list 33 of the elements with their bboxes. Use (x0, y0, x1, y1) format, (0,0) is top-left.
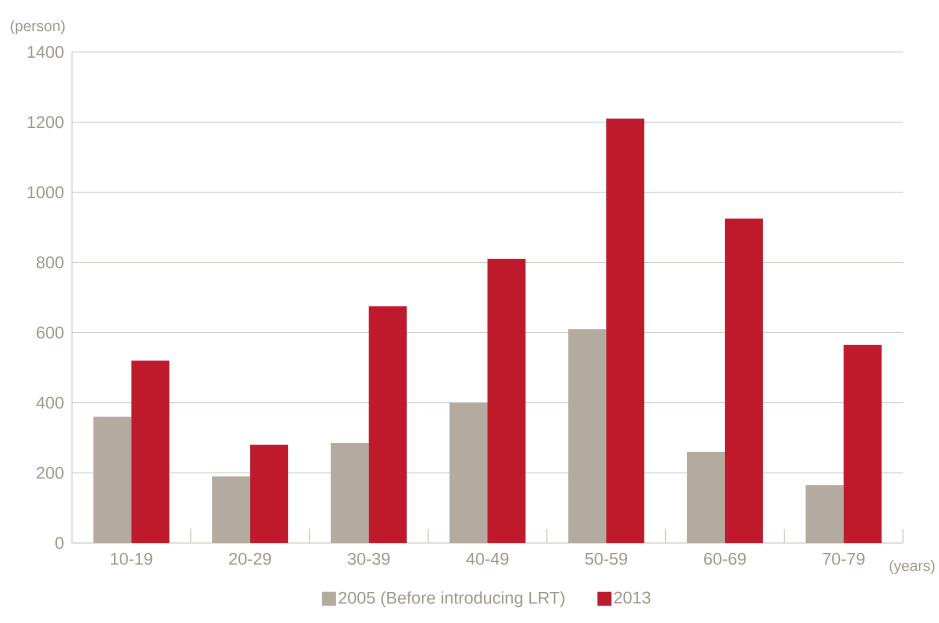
y-tick-label: 1000 (28, 186, 64, 198)
y-tick-label: 1400 (28, 46, 64, 58)
x-tick-label: 50-59 (585, 552, 628, 565)
bar (212, 476, 250, 543)
y-tick-label: 600 (36, 326, 64, 339)
bar (450, 402, 488, 543)
bar (844, 344, 882, 543)
bar (250, 444, 288, 543)
y-tick-label: 1200 (28, 116, 64, 128)
bar (606, 118, 644, 543)
x-tick-label: 20-29 (229, 552, 271, 565)
x-axis-title: (years) (890, 560, 934, 574)
x-tick-label: 10-19 (110, 552, 152, 565)
y-tick-label: 0 (55, 537, 64, 549)
x-tick-label: 70-79 (822, 552, 865, 565)
y-tick-label: 800 (36, 256, 64, 268)
bar (488, 258, 526, 543)
x-tick-label: 60-69 (704, 552, 746, 565)
bar (806, 485, 844, 543)
y-tick-label: 200 (36, 466, 64, 479)
bar (93, 416, 132, 543)
y-axis-title: (person) (10, 20, 65, 34)
bar (568, 329, 606, 543)
bar (724, 218, 763, 543)
x-tick-label: 30-39 (348, 552, 390, 565)
bar (368, 306, 407, 543)
legend-label: 2005 (Before introducing LRT) (338, 591, 564, 608)
bar (131, 360, 170, 543)
bar (330, 443, 369, 543)
x-tick-label: 40-49 (466, 552, 508, 565)
legend-label: 2013 (614, 592, 650, 604)
bar (686, 452, 725, 543)
y-tick-label: 400 (36, 396, 64, 409)
